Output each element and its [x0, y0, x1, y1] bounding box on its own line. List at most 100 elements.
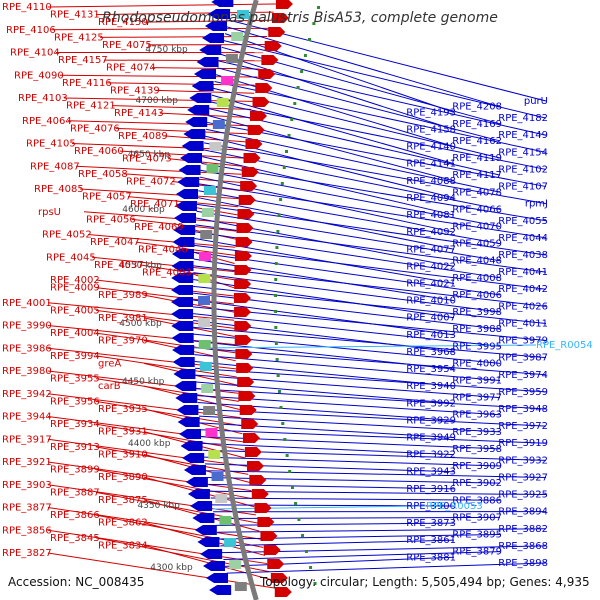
left-gene-arrow — [241, 167, 259, 177]
left-gene-label: RPE_4046 — [138, 245, 188, 256]
kbp-tick-label: 4600 kbp — [122, 205, 165, 215]
right-gene-arrow — [171, 321, 194, 331]
left-gene-label: RPE_4103 — [18, 93, 68, 104]
right-gene-label: RPE_4140 — [406, 142, 456, 153]
left-gene-label: RPE_4058 — [78, 169, 128, 180]
ring-dot — [290, 118, 294, 121]
annotation-bar — [198, 318, 211, 327]
right-gene-label: RPE_4149 — [498, 130, 548, 141]
ring-dot — [275, 358, 279, 361]
left-gene-label: RPE_4009 — [50, 283, 100, 294]
left-gene-label: RPE_3986 — [2, 343, 52, 354]
left-gene-label: RPE_4121 — [66, 101, 116, 112]
right-gene-label: RPE_3886 — [452, 495, 502, 506]
right-label-line — [220, 53, 455, 130]
annotation-bar — [201, 208, 214, 217]
right-gene-label: RPE_4117 — [452, 170, 502, 181]
ring-dot — [274, 310, 278, 313]
left-label-line — [91, 256, 235, 273]
right-gene-arrow — [211, 0, 234, 7]
right-gene-label: RPE_4000 — [452, 358, 502, 369]
annotation-bar — [200, 230, 213, 239]
ring-dot — [276, 374, 280, 377]
annotation-bar — [205, 428, 218, 437]
left-gene-label: RPE_4073 — [122, 154, 172, 165]
left-label-line — [79, 188, 239, 200]
right-gene-arrow — [194, 525, 217, 535]
right-gene-label: RPE_3932 — [498, 455, 548, 466]
right-gene-arrow — [192, 513, 215, 523]
left-gene-arrow — [241, 419, 259, 429]
right-gene-label: RPE_3972 — [498, 421, 548, 432]
right-gene-arrow — [177, 417, 200, 427]
right-gene-arrow — [180, 153, 203, 163]
right-gene-label: RPE_3943 — [406, 467, 456, 478]
left-gene-label: RPE_4037 — [94, 260, 144, 271]
left-gene-label: RPE_4074 — [106, 63, 156, 74]
left-gene-label: RPE_3877 — [2, 503, 52, 514]
right-label-line — [215, 522, 455, 526]
kbp-tick-label: 4300 kbp — [150, 563, 193, 573]
right-label-line — [198, 183, 547, 239]
right-label-line — [217, 67, 501, 142]
right-gene-label: RPE_3988 — [452, 324, 502, 335]
right-gene-label: RPE_4077 — [406, 244, 456, 255]
right-gene-label: RPE_4141 — [406, 159, 456, 170]
right-gene-label: RPE_4081 — [406, 210, 456, 221]
ring-dot — [309, 566, 313, 569]
right-label-line — [193, 265, 547, 307]
left-gene-label: rpsU — [38, 207, 61, 218]
right-label-line — [192, 299, 455, 336]
right-gene-label: RPE_3995 — [452, 341, 502, 352]
right-gene-label: RPE_3902 — [452, 478, 502, 489]
left-gene-label: RPE_4076 — [70, 123, 120, 134]
right-gene-label: RPE_4102 — [498, 164, 548, 175]
right-gene-label: RPE_4048 — [452, 256, 502, 267]
left-gene-label: RPE_3862 — [98, 518, 148, 529]
ring-dot — [317, 6, 321, 9]
annotation-bar — [215, 494, 228, 503]
left-gene-label: RPE_3913 — [50, 442, 100, 453]
left-gene-arrow — [261, 55, 279, 65]
annotation-bar — [198, 274, 211, 283]
left-gene-label: RPE_4157 — [58, 55, 108, 66]
left-gene-arrow — [236, 223, 254, 233]
ring-dot — [308, 38, 312, 41]
left-gene-arrow — [252, 97, 270, 107]
right-gene-label: RPE_4022 — [406, 261, 456, 272]
left-gene-label: RPE_3981 — [98, 313, 148, 324]
ring-dot — [312, 22, 316, 25]
left-gene-label: RPE_4125 — [54, 32, 104, 43]
right-label-line — [200, 169, 501, 227]
right-gene-arrow — [200, 549, 223, 559]
annotation-bar — [203, 406, 216, 415]
left-label-line — [95, 355, 237, 378]
right-gene-arrow — [181, 141, 204, 151]
rna-label-line — [212, 505, 427, 510]
ring-dot — [285, 150, 289, 153]
kbp-tick-label: 4400 kbp — [128, 439, 171, 449]
right-label-line — [223, 551, 501, 561]
left-gene-label: RPE_4110 — [2, 2, 52, 13]
right-gene-arrow — [175, 393, 198, 403]
left-gene-arrow — [234, 307, 252, 317]
right-gene-arrow — [187, 489, 210, 499]
left-gene-label: RPE_4003 — [142, 267, 192, 278]
annotation-bar — [212, 120, 225, 129]
right-gene-arrow — [180, 441, 203, 451]
left-gene-label: RPE_3827 — [2, 548, 52, 559]
left-label-line — [95, 279, 235, 297]
annotation-bar — [219, 516, 232, 525]
left-gene-label: RPE_3990 — [2, 321, 52, 332]
right-gene-label: RPE_3968 — [406, 347, 456, 358]
annotation-bar — [198, 340, 211, 349]
right-gene-arrow — [171, 273, 194, 283]
right-gene-label: RPE_4088 — [406, 176, 456, 187]
left-label-line — [159, 112, 250, 119]
right-gene-label: RPE_3909 — [452, 461, 502, 472]
left-gene-arrow — [235, 237, 253, 247]
ring-dot — [282, 166, 286, 169]
left-label-line — [95, 446, 249, 475]
left-gene-arrow — [234, 321, 252, 331]
left-gene-arrow — [260, 531, 278, 541]
